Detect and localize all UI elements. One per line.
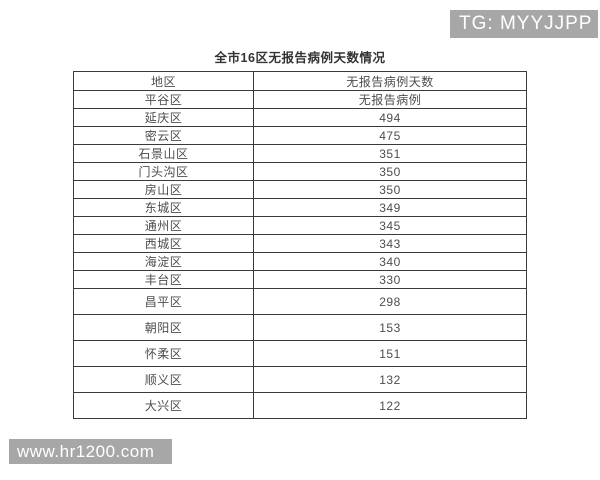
district-cell: 顺义区 [73,366,254,393]
district-no-case-days-table: 地区 无报告病例天数 平谷区 无报告病例 延庆区 494 密云区 475 石景山… [73,71,527,419]
table-row: 西城区 343 [73,234,527,253]
table-row: 朝阳区 153 [73,314,527,341]
days-cell: 151 [253,340,527,367]
days-cell: 349 [253,198,527,217]
table-row: 怀柔区 151 [73,340,527,367]
days-cell: 494 [253,108,527,127]
table-row: 东城区 349 [73,198,527,217]
table-row: 通州区 345 [73,216,527,235]
days-cell: 350 [253,162,527,181]
table-header-row: 地区 无报告病例天数 [73,71,527,91]
table-row: 延庆区 494 [73,108,527,127]
district-cell: 门头沟区 [73,162,254,181]
table-row: 密云区 475 [73,126,527,145]
days-cell: 132 [253,366,527,393]
district-cell: 朝阳区 [73,314,254,341]
days-cell: 122 [253,392,527,419]
district-cell: 怀柔区 [73,340,254,367]
days-cell: 330 [253,270,527,289]
table-row: 顺义区 132 [73,366,527,393]
table-row: 丰台区 330 [73,270,527,289]
table-row: 昌平区 298 [73,288,527,315]
site-watermark: www.hr1200.com [9,439,172,464]
table-row: 门头沟区 350 [73,162,527,181]
days-cell: 340 [253,252,527,271]
district-cell: 平谷区 [73,90,254,109]
days-cell: 无报告病例 [253,90,527,109]
table-row: 海淀区 340 [73,252,527,271]
column-header-days: 无报告病例天数 [253,71,527,91]
table-title: 全市16区无报告病例天数情况 [214,51,386,65]
days-cell: 153 [253,314,527,341]
table-row: 大兴区 122 [73,392,527,419]
table-row: 石景山区 351 [73,144,527,163]
district-cell: 石景山区 [73,144,254,163]
column-header-district: 地区 [73,71,254,91]
district-cell: 丰台区 [73,270,254,289]
days-cell: 350 [253,180,527,199]
district-cell: 海淀区 [73,252,254,271]
district-cell: 大兴区 [73,392,254,419]
district-cell: 房山区 [73,180,254,199]
days-cell: 298 [253,288,527,315]
district-cell: 昌平区 [73,288,254,315]
days-cell: 345 [253,216,527,235]
district-cell: 西城区 [73,234,254,253]
district-cell: 东城区 [73,198,254,217]
telegram-watermark: TG: MYYJJPP [450,10,598,38]
days-cell: 343 [253,234,527,253]
table-row: 房山区 350 [73,180,527,199]
days-cell: 351 [253,144,527,163]
table-row: 平谷区 无报告病例 [73,90,527,109]
days-cell: 475 [253,126,527,145]
district-cell: 延庆区 [73,108,254,127]
district-cell: 密云区 [73,126,254,145]
district-cell: 通州区 [73,216,254,235]
